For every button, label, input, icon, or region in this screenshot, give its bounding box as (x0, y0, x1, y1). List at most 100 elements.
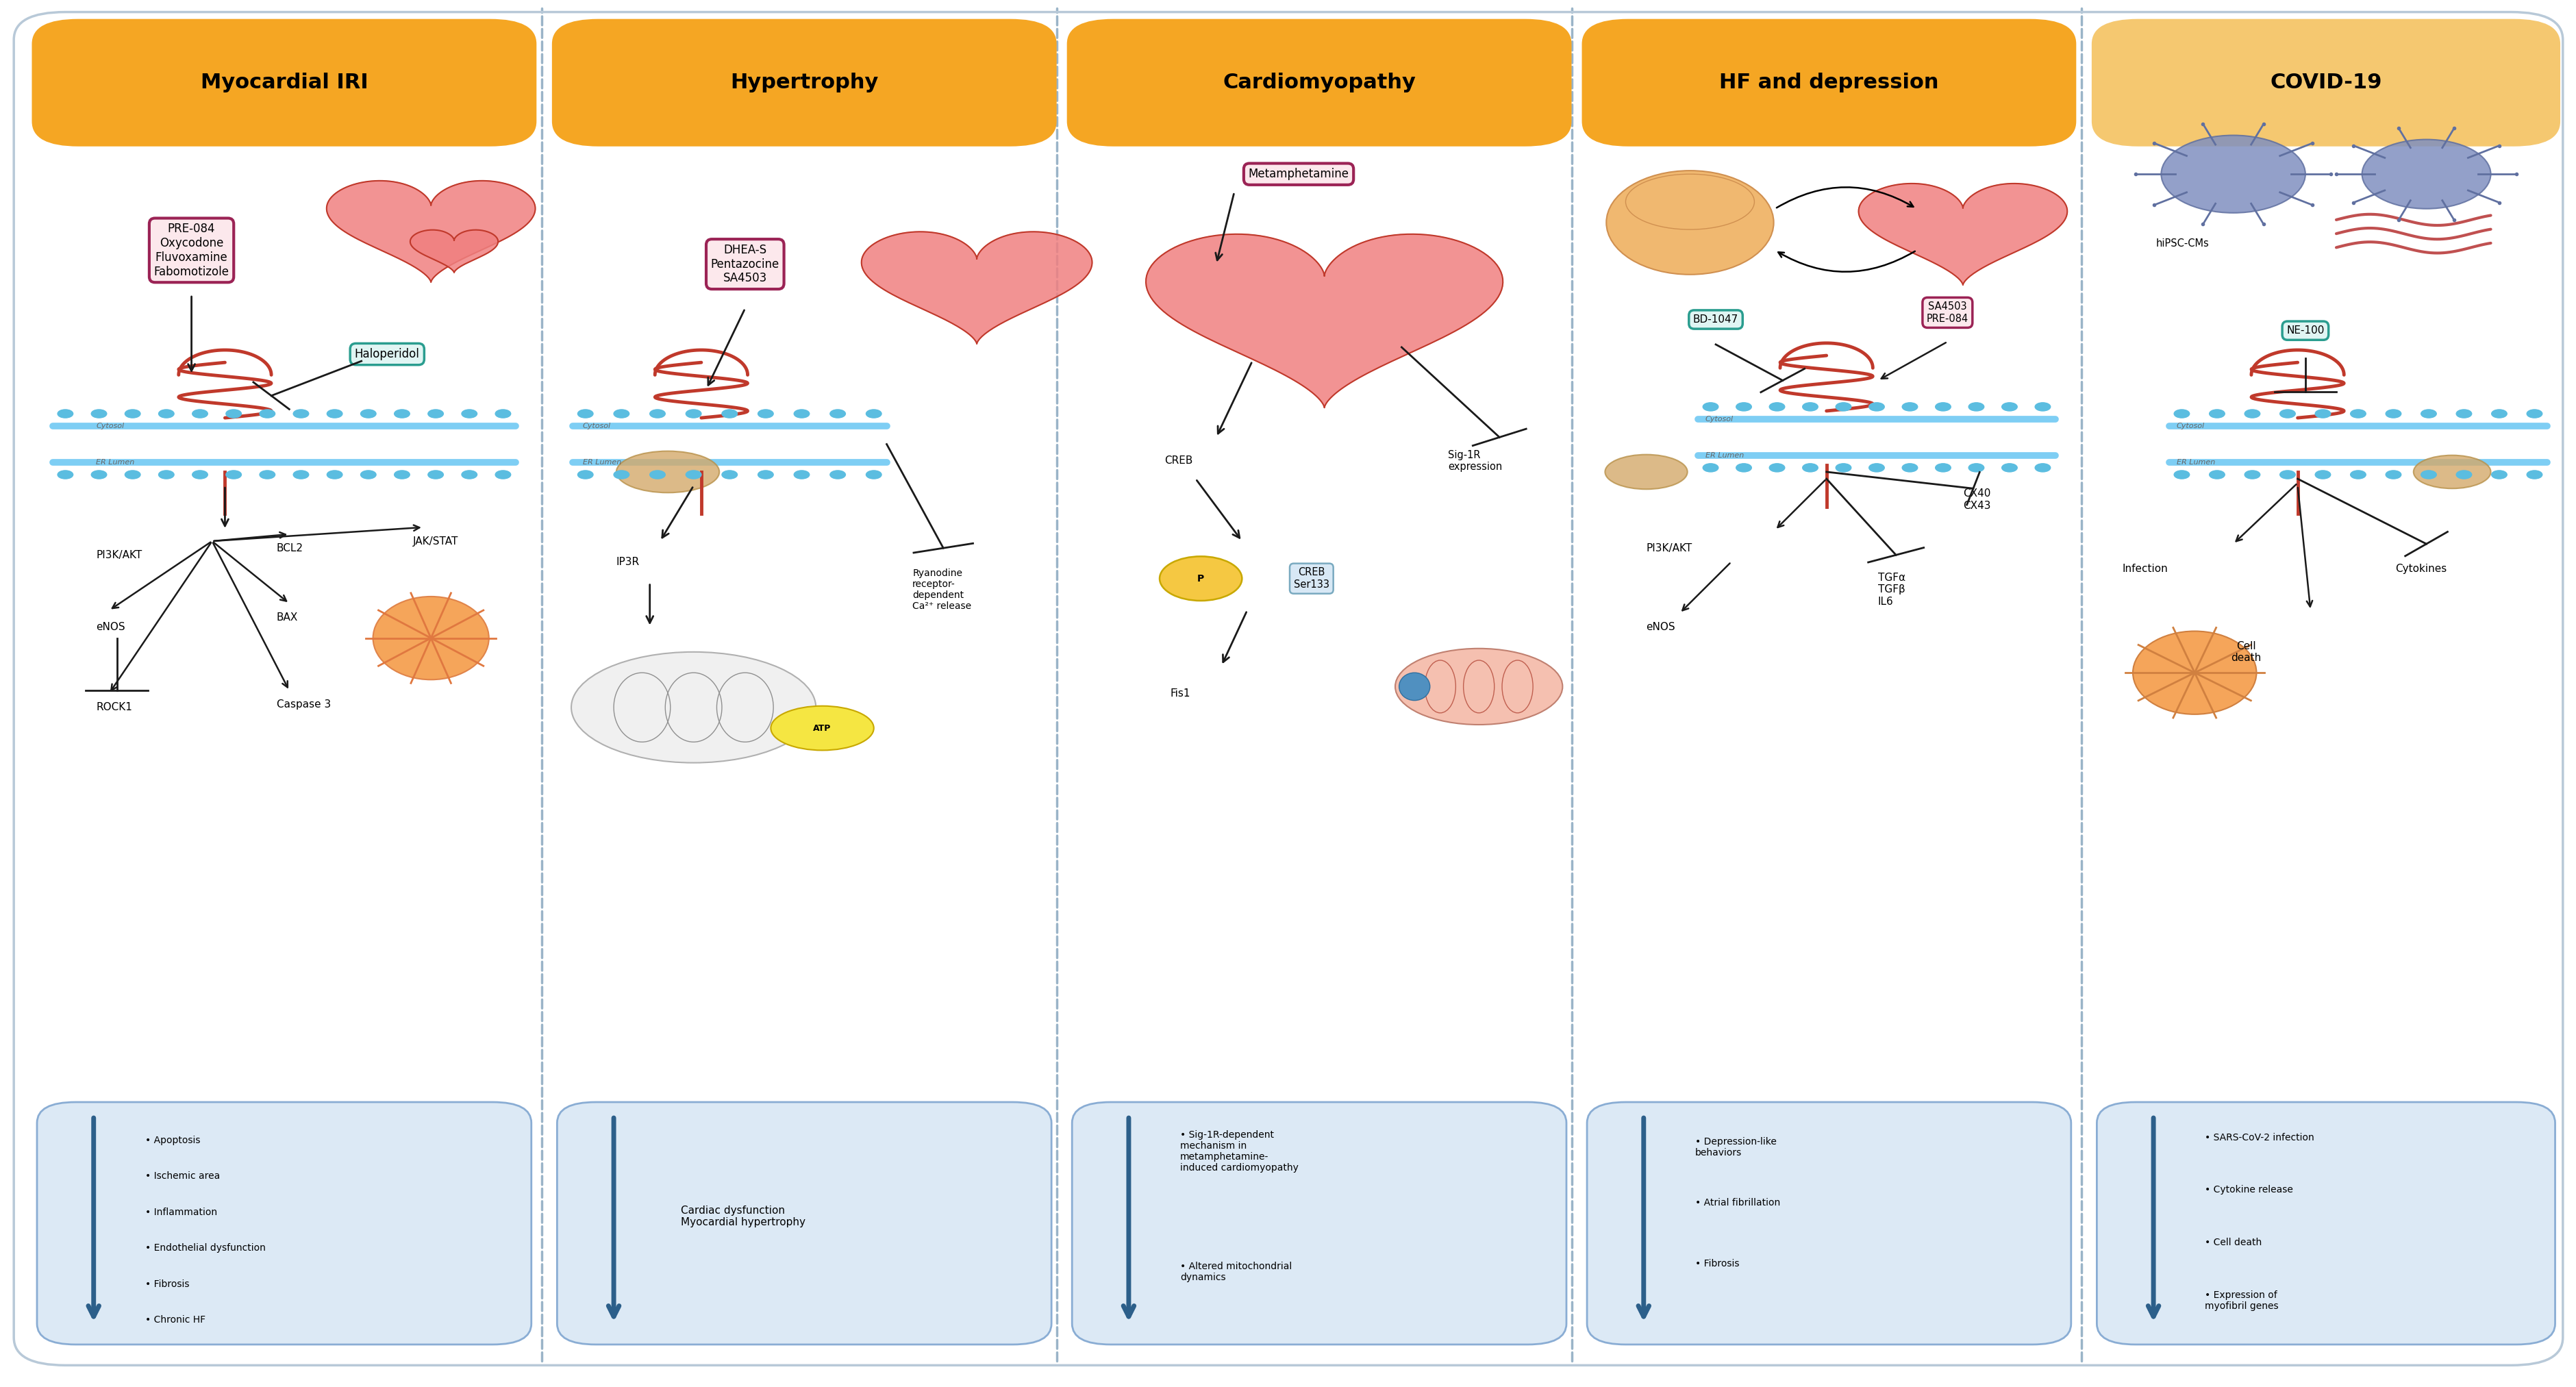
FancyBboxPatch shape (2097, 1103, 2555, 1344)
Text: CREB: CREB (1164, 456, 1193, 466)
Circle shape (1834, 402, 1850, 411)
Ellipse shape (374, 596, 489, 680)
Circle shape (2455, 409, 2470, 417)
Circle shape (2174, 409, 2190, 417)
Circle shape (1868, 463, 1883, 472)
Text: • Apoptosis: • Apoptosis (144, 1136, 201, 1144)
Text: ER Lumen: ER Lumen (1705, 452, 1744, 459)
Circle shape (1901, 402, 1917, 411)
Circle shape (2002, 402, 2017, 411)
Circle shape (90, 409, 106, 417)
Circle shape (1868, 402, 1883, 411)
Ellipse shape (770, 706, 873, 750)
Circle shape (2174, 470, 2190, 479)
Circle shape (685, 470, 701, 479)
Circle shape (2421, 470, 2437, 479)
Circle shape (829, 470, 845, 479)
Circle shape (2244, 409, 2259, 417)
Circle shape (2421, 409, 2437, 417)
Text: Ryanodine
receptor-
dependent
Ca²⁺ release: Ryanodine receptor- dependent Ca²⁺ relea… (912, 569, 971, 612)
Text: eNOS: eNOS (95, 621, 126, 632)
Circle shape (193, 470, 209, 479)
Text: Cytosol: Cytosol (582, 423, 611, 430)
Ellipse shape (1625, 175, 1754, 229)
Circle shape (649, 409, 665, 417)
Circle shape (2316, 409, 2331, 417)
Text: Metamphetamine: Metamphetamine (1247, 168, 1350, 180)
Circle shape (1935, 402, 1950, 411)
Circle shape (577, 470, 592, 479)
Circle shape (428, 470, 443, 479)
Text: ROCK1: ROCK1 (95, 702, 131, 713)
Circle shape (1770, 402, 1785, 411)
Circle shape (1736, 463, 1752, 472)
Polygon shape (1146, 234, 1502, 408)
Circle shape (2244, 470, 2259, 479)
Circle shape (57, 470, 72, 479)
Text: Haloperidol: Haloperidol (355, 348, 420, 361)
Ellipse shape (1605, 171, 1772, 275)
Text: Cardiomyopathy: Cardiomyopathy (1224, 72, 1414, 93)
Text: Hypertrophy: Hypertrophy (729, 72, 878, 93)
Text: PI3K/AKT: PI3K/AKT (1646, 542, 1692, 553)
Circle shape (124, 409, 139, 417)
Text: BAX: BAX (276, 612, 299, 623)
Text: • Sig-1R-dependent
mechanism in
metamphetamine-
induced cardiomyopathy: • Sig-1R-dependent mechanism in metamphe… (1180, 1130, 1298, 1172)
Text: BD-1047: BD-1047 (1692, 315, 1739, 325)
Text: Cytosol: Cytosol (95, 423, 124, 430)
Circle shape (1770, 463, 1785, 472)
Circle shape (193, 409, 209, 417)
Circle shape (1803, 463, 1819, 472)
Text: Caspase 3: Caspase 3 (276, 699, 330, 710)
Circle shape (2527, 470, 2543, 479)
Text: • Altered mitochondrial
dynamics: • Altered mitochondrial dynamics (1180, 1261, 1291, 1282)
Circle shape (57, 409, 72, 417)
Ellipse shape (1394, 649, 1561, 724)
Circle shape (2316, 470, 2331, 479)
Circle shape (160, 470, 175, 479)
Ellipse shape (2133, 631, 2257, 714)
FancyBboxPatch shape (31, 19, 536, 147)
Text: hiPSC-CMs: hiPSC-CMs (2156, 239, 2208, 248)
Circle shape (757, 470, 773, 479)
Text: BCL2: BCL2 (276, 542, 304, 553)
Circle shape (361, 409, 376, 417)
Circle shape (461, 409, 477, 417)
Circle shape (1159, 556, 1242, 601)
Circle shape (1834, 463, 1850, 472)
Text: Cytokines: Cytokines (2396, 563, 2447, 574)
FancyBboxPatch shape (2092, 19, 2561, 147)
FancyBboxPatch shape (1587, 1103, 2071, 1344)
Circle shape (428, 409, 443, 417)
Circle shape (829, 409, 845, 417)
Text: NE-100: NE-100 (2285, 326, 2324, 336)
Text: Myocardial IRI: Myocardial IRI (201, 72, 368, 93)
Circle shape (495, 470, 510, 479)
Text: CX40
CX43: CX40 CX43 (1963, 488, 1991, 510)
Circle shape (2385, 409, 2401, 417)
Circle shape (90, 470, 106, 479)
Polygon shape (327, 180, 536, 282)
Circle shape (2349, 409, 2365, 417)
Ellipse shape (2414, 455, 2491, 488)
Text: CREB
Ser133: CREB Ser133 (1293, 567, 1329, 589)
Circle shape (2280, 409, 2295, 417)
Circle shape (2349, 470, 2365, 479)
Circle shape (2035, 463, 2050, 472)
Text: ATP: ATP (814, 724, 832, 732)
Polygon shape (410, 230, 497, 273)
FancyBboxPatch shape (1072, 1103, 1566, 1344)
Circle shape (2455, 470, 2470, 479)
Text: JAK/STAT: JAK/STAT (412, 535, 459, 546)
Text: DHEA-S
Pentazocine
SA4503: DHEA-S Pentazocine SA4503 (711, 244, 778, 284)
Circle shape (1703, 402, 1718, 411)
Circle shape (721, 470, 737, 479)
Text: PRE-084
Oxycodone
Fluvoxamine
Fabomotizole: PRE-084 Oxycodone Fluvoxamine Fabomotizo… (155, 223, 229, 277)
Circle shape (2002, 463, 2017, 472)
Text: • Cell death: • Cell death (2205, 1237, 2262, 1247)
Circle shape (1703, 463, 1718, 472)
Text: eNOS: eNOS (1646, 621, 1674, 632)
Circle shape (2208, 470, 2223, 479)
Circle shape (2527, 409, 2543, 417)
Text: • Cytokine release: • Cytokine release (2205, 1186, 2293, 1194)
